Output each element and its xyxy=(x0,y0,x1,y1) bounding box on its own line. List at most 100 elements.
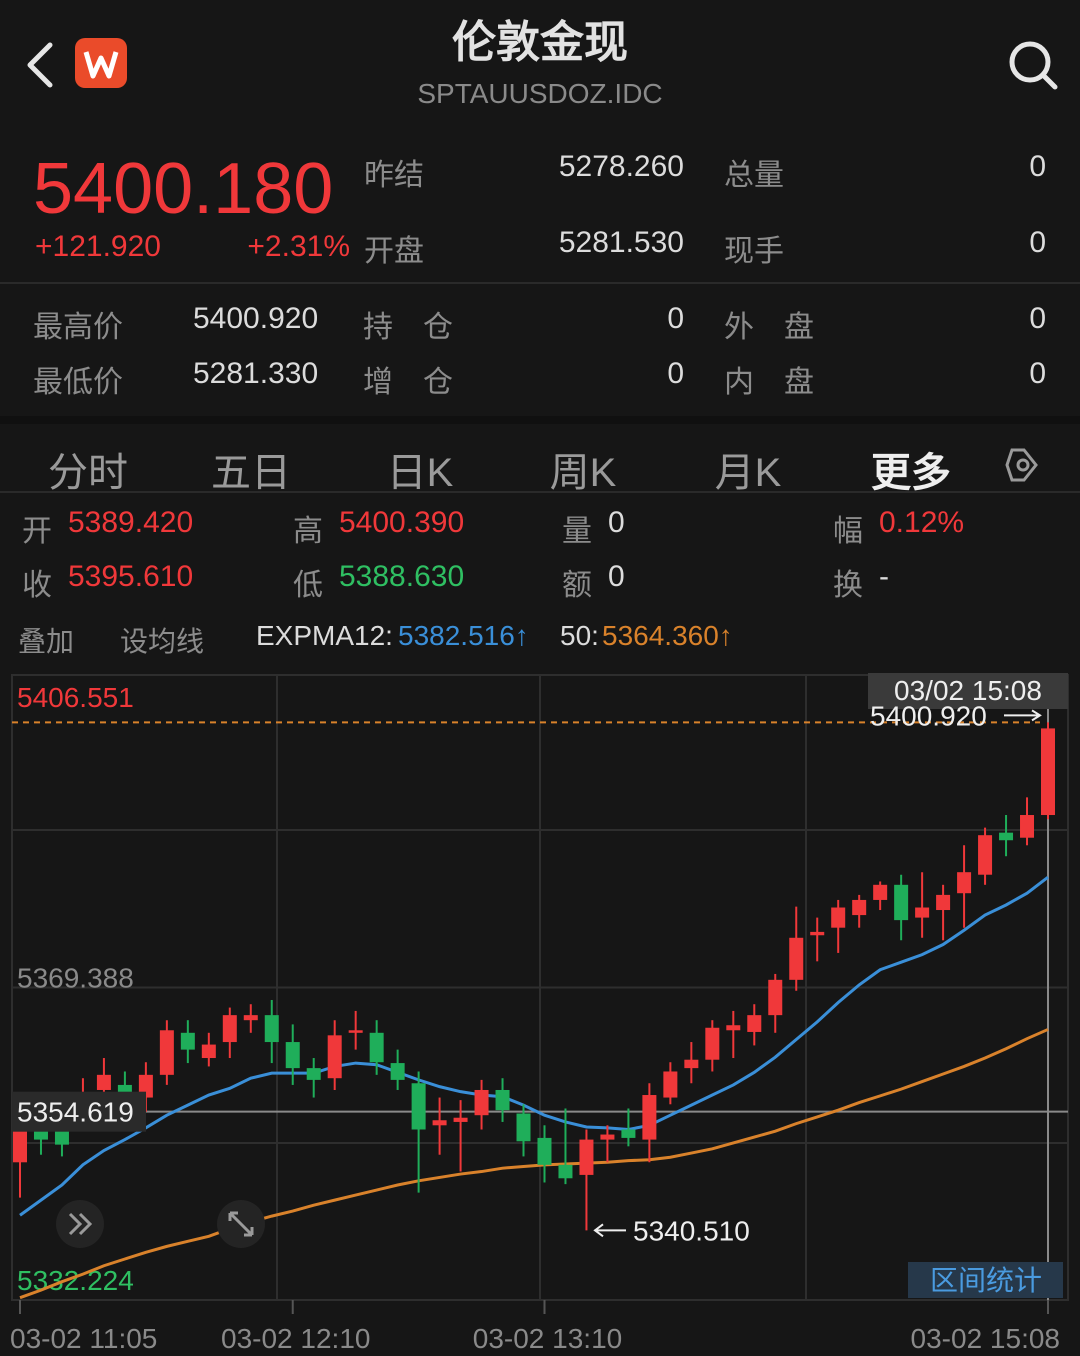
candle-body xyxy=(201,1044,216,1059)
candle-body xyxy=(222,1015,237,1043)
stat-label: 增 仓 xyxy=(363,366,453,399)
stat-label: 最高价 xyxy=(33,311,123,344)
back-button[interactable] xyxy=(27,42,53,88)
logo-mark xyxy=(83,51,119,79)
range-button-label[interactable]: 区间统计 xyxy=(930,1265,1042,1296)
x-tick-label: 03-02 12:10 xyxy=(221,1323,370,1354)
info-value: 0 xyxy=(608,506,625,539)
candle-body xyxy=(789,937,804,980)
field-label: 现手 xyxy=(724,235,784,268)
info-label: 换 xyxy=(833,569,863,602)
candle-body xyxy=(684,1059,699,1069)
tab[interactable]: 月K xyxy=(714,451,782,495)
symbol-code: SPTAUUSDOZ.IDC xyxy=(417,78,663,109)
tab[interactable]: 五日 xyxy=(211,451,291,495)
range-button[interactable] xyxy=(908,1262,1063,1298)
candle-body xyxy=(264,1015,279,1043)
tab[interactable]: 分时 xyxy=(48,451,128,495)
max-arrow xyxy=(1004,709,1042,722)
field-label: 昨结 xyxy=(364,159,424,192)
max-label: 5400.920 xyxy=(870,700,987,731)
candle-body xyxy=(390,1063,405,1080)
candle-body xyxy=(726,1025,741,1031)
info-value: 0 xyxy=(608,560,625,593)
chevron xyxy=(68,1212,83,1236)
candle-body xyxy=(831,907,846,928)
candle-body xyxy=(327,1035,342,1079)
info-label: 低 xyxy=(293,569,323,602)
x-tick-label: 03-02 13:10 xyxy=(473,1323,622,1354)
settings-button[interactable] xyxy=(1005,448,1038,482)
field-label: 开盘 xyxy=(364,235,424,268)
x-tick-label: 03-02 15:08 xyxy=(911,1323,1060,1354)
candle-body xyxy=(306,1068,321,1080)
info-label: 幅 xyxy=(833,515,863,548)
field-value: 0 xyxy=(1029,226,1046,259)
candle-body xyxy=(705,1027,720,1060)
tab[interactable]: 日K xyxy=(386,451,454,495)
page-title: 伦敦金现 xyxy=(452,18,628,67)
search-button[interactable] xyxy=(1009,41,1051,83)
stat-value: 0 xyxy=(667,302,684,335)
stat-value: 0 xyxy=(667,357,684,390)
candle-body xyxy=(978,835,993,875)
info-label: 量 xyxy=(562,515,592,548)
candle-body xyxy=(96,1074,111,1090)
candle-body xyxy=(474,1089,489,1116)
candle-body xyxy=(537,1137,552,1165)
crosshair-price-box xyxy=(12,1091,146,1132)
candle-body xyxy=(432,1120,447,1126)
fullscreen-icon xyxy=(228,1211,254,1237)
candle-body xyxy=(915,907,930,918)
candle-body xyxy=(285,1042,300,1069)
candle-body xyxy=(747,1015,762,1032)
info-value: 5388.630 xyxy=(339,560,465,593)
tab[interactable]: 周K xyxy=(549,451,617,495)
info-label: 高 xyxy=(293,515,323,548)
stat-label: 最低价 xyxy=(33,366,123,399)
settings-dot xyxy=(1016,458,1030,472)
candle-body xyxy=(852,899,867,916)
field-value: 5278.260 xyxy=(558,150,684,183)
crosshair-time-box xyxy=(868,673,1068,709)
stat-value: 0 xyxy=(1029,302,1046,335)
y-tick-label: 5406.551 xyxy=(17,682,134,713)
legend-value: 5364.360↑ xyxy=(602,620,733,651)
field-value: 0 xyxy=(1029,150,1046,183)
candle-body xyxy=(999,832,1014,841)
crosshair-price: 5354.619 xyxy=(17,1097,134,1128)
candle-body xyxy=(54,1129,69,1145)
field-value: 5281.530 xyxy=(558,226,684,259)
info-value: 5400.390 xyxy=(339,506,465,539)
candle-body xyxy=(768,979,783,1016)
candle-body xyxy=(117,1084,132,1096)
ma-settings-button[interactable]: 设均线 xyxy=(120,626,205,657)
x-tick-label: 03-02 11:05 xyxy=(10,1323,157,1354)
candle-body xyxy=(621,1129,636,1138)
min-label: 5340.510 xyxy=(633,1215,750,1246)
stat-label: 持 仓 xyxy=(363,311,453,344)
stat-value: 5281.330 xyxy=(193,357,319,390)
candle-body xyxy=(873,884,888,900)
candle-body xyxy=(453,1117,468,1122)
tab[interactable]: 更多 xyxy=(871,451,951,495)
overlay-button[interactable]: 叠加 xyxy=(18,626,75,657)
stat-label: 内 盘 xyxy=(724,366,814,399)
info-value: 5389.420 xyxy=(68,506,194,539)
y-tick-label: 5369.388 xyxy=(17,962,134,993)
info-value: - xyxy=(879,560,889,593)
last-price: 5400.180 xyxy=(33,149,334,229)
candle-body xyxy=(516,1113,531,1142)
candle-body xyxy=(243,1015,258,1021)
candle-body xyxy=(810,931,825,936)
info-label: 额 xyxy=(562,569,592,602)
candle-body xyxy=(1041,728,1055,816)
legend-value: 5382.516↑ xyxy=(398,620,529,651)
stat-value: 5400.920 xyxy=(193,302,319,335)
candle-body xyxy=(558,1164,573,1179)
min-arrow xyxy=(593,1223,626,1238)
info-value: 5395.610 xyxy=(68,560,194,593)
candle-body xyxy=(642,1095,657,1140)
